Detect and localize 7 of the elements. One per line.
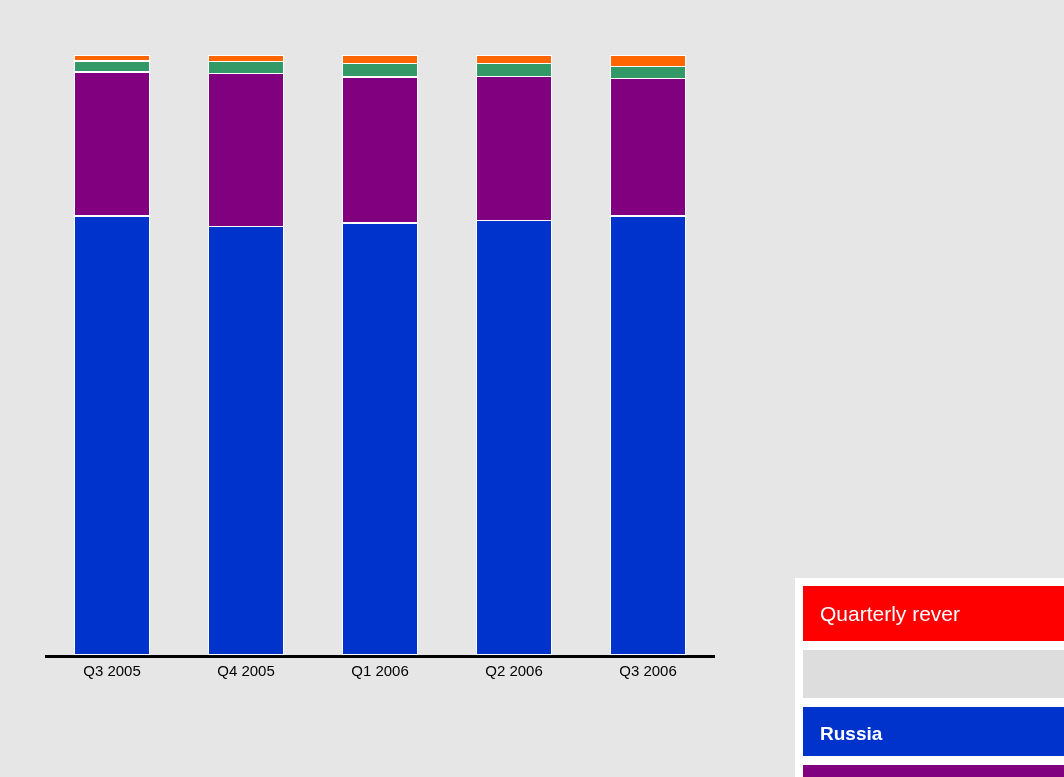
text: Quarterly rever — [820, 602, 961, 625]
x-tick-label: Q3 2006 — [619, 662, 677, 679]
text: Russia — [820, 723, 883, 744]
x-tick-label: Q3 2005 — [83, 662, 141, 679]
x-tick-label: Q4 2005 — [217, 662, 275, 679]
x-tick-label: Q2 2006 — [485, 662, 543, 679]
x-tick-label: Q1 2006 — [351, 662, 409, 679]
